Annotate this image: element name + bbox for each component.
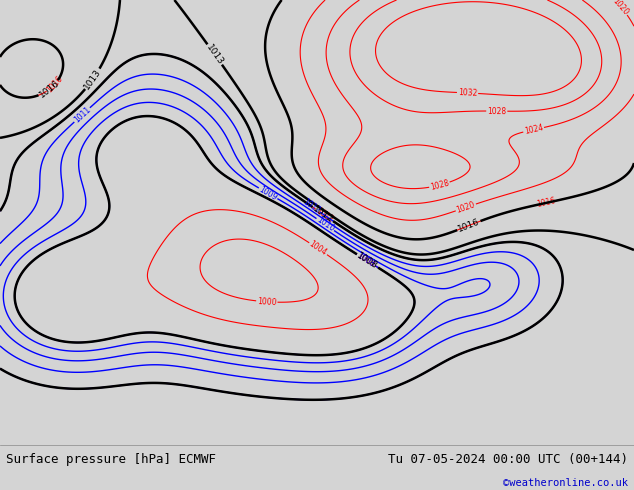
Text: 1020: 1020	[455, 200, 476, 215]
Text: ©weatheronline.co.uk: ©weatheronline.co.uk	[503, 478, 628, 488]
Text: 1016: 1016	[45, 74, 65, 95]
Text: 1009: 1009	[257, 185, 279, 202]
Text: 1012: 1012	[301, 197, 321, 215]
Text: 1008: 1008	[356, 251, 377, 269]
Text: 1012: 1012	[314, 206, 335, 224]
Text: 1004: 1004	[307, 240, 328, 258]
Text: 1012: 1012	[311, 204, 335, 224]
Text: 1020: 1020	[611, 0, 630, 17]
Text: 1010: 1010	[314, 216, 336, 234]
Text: 1016: 1016	[37, 78, 61, 100]
Text: 1008: 1008	[356, 251, 377, 269]
Text: 1028: 1028	[429, 178, 450, 192]
Text: 1024: 1024	[523, 123, 544, 136]
Text: 1032: 1032	[458, 88, 477, 98]
Text: 1016: 1016	[456, 217, 481, 234]
Text: 1008: 1008	[355, 251, 380, 271]
Text: 1013: 1013	[82, 67, 103, 91]
Text: 1013: 1013	[204, 43, 225, 67]
Text: 1016: 1016	[536, 196, 557, 209]
Text: 1000: 1000	[257, 296, 277, 307]
Text: 1028: 1028	[487, 106, 507, 116]
Text: Tu 07-05-2024 00:00 UTC (00+144): Tu 07-05-2024 00:00 UTC (00+144)	[387, 453, 628, 466]
Text: 1011: 1011	[72, 105, 92, 124]
Text: Surface pressure [hPa] ECMWF: Surface pressure [hPa] ECMWF	[6, 453, 216, 466]
